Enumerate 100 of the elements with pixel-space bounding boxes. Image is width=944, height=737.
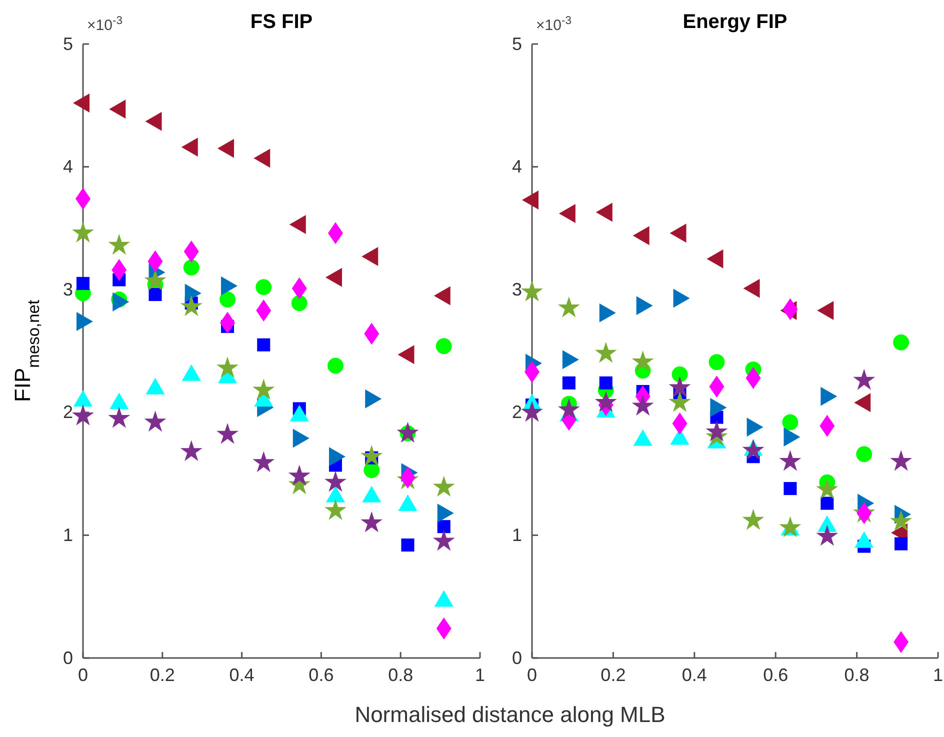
point [856, 446, 872, 462]
y-tick-label: 1 [512, 524, 522, 545]
point [893, 334, 910, 350]
y-tick-label: 2 [512, 402, 522, 422]
y-tick-label: 5 [512, 34, 522, 54]
point [144, 410, 166, 432]
point [742, 508, 764, 530]
point [183, 260, 200, 276]
point [398, 494, 418, 511]
x-tick-label: 1 [932, 664, 944, 685]
point [218, 138, 234, 158]
point [594, 342, 617, 363]
point [558, 296, 580, 318]
point [146, 378, 165, 394]
y-tick-label: 1 [62, 524, 73, 545]
point [521, 400, 543, 422]
point [820, 496, 834, 510]
point [291, 295, 308, 312]
point [890, 450, 912, 471]
point [108, 234, 130, 255]
point [854, 531, 874, 548]
text: ×10$^{-3}$ [536, 15, 572, 34]
point [324, 499, 346, 520]
x-tick-label: 0.6 [308, 664, 334, 685]
point [254, 148, 270, 168]
point [72, 222, 94, 242]
x-tick-label: 1 [474, 664, 486, 685]
point [436, 338, 452, 354]
point [521, 280, 543, 302]
point [76, 276, 90, 290]
x-tick-label: 0.4 [229, 664, 254, 685]
y-tick-label: 4 [512, 156, 522, 177]
point [562, 376, 576, 390]
point [816, 524, 838, 546]
point [632, 394, 654, 416]
y-tick-label: 0 [512, 648, 522, 668]
point [144, 269, 166, 290]
y-tick-label: 0 [62, 648, 73, 668]
point [742, 438, 764, 460]
point [182, 364, 201, 381]
x-tick-label: 0.6 [763, 664, 788, 685]
point [252, 451, 275, 472]
point [434, 590, 454, 607]
x-tick-label: 0 [526, 664, 538, 685]
point [292, 428, 310, 448]
point [74, 390, 92, 407]
y-tick-label: 5 [62, 34, 73, 54]
x-tick-label: 0.4 [682, 664, 707, 685]
point [599, 376, 612, 390]
point [708, 354, 725, 370]
x-tick-label: 0 [78, 664, 88, 685]
point [894, 537, 908, 550]
point [72, 404, 94, 426]
point [180, 295, 202, 316]
point [220, 291, 236, 308]
point [706, 420, 728, 442]
point [632, 350, 654, 372]
x-tick-label: 0.8 [388, 664, 414, 685]
point [594, 391, 617, 412]
chart-title: FS FIP [250, 11, 313, 33]
point [816, 478, 838, 500]
y-tick-label: 4 [62, 156, 73, 177]
x-tick-label: 0.8 [844, 664, 870, 685]
point [890, 510, 912, 532]
point [432, 530, 455, 551]
point [328, 358, 344, 374]
point [216, 422, 238, 444]
point [108, 406, 130, 428]
point [290, 404, 309, 422]
point [148, 288, 162, 302]
point [216, 356, 238, 378]
point [360, 511, 383, 532]
chart-title: Energy FIP [682, 11, 788, 33]
point [779, 450, 802, 471]
text: ×10$^{-3}$ [87, 15, 122, 34]
point [328, 447, 346, 466]
point [180, 440, 202, 462]
point [853, 368, 876, 390]
point [784, 482, 797, 496]
point [668, 376, 691, 398]
point [288, 464, 310, 486]
point [401, 538, 414, 552]
y-tick-label: 3 [512, 279, 522, 300]
point [668, 391, 691, 412]
point [432, 476, 455, 497]
point [360, 445, 383, 466]
x-axis-title: Normalised distance along MLB [354, 702, 666, 727]
point [257, 338, 270, 352]
point [252, 378, 275, 400]
point [324, 470, 346, 492]
point [558, 398, 580, 420]
y-tick-label: 3 [62, 279, 73, 300]
point [782, 414, 798, 430]
point [437, 520, 450, 534]
point [110, 392, 129, 410]
point [633, 429, 652, 446]
point [362, 486, 382, 502]
y-tick-label: 2 [62, 402, 73, 422]
point [672, 366, 688, 382]
point [396, 422, 419, 443]
